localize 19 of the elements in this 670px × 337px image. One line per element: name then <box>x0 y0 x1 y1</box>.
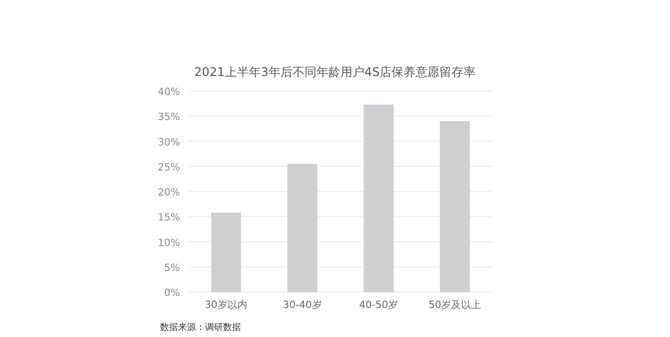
y-tick-label: 25% <box>158 162 180 174</box>
x-tick-label: 30-40岁 <box>282 299 322 311</box>
y-tick-label: 30% <box>158 137 180 148</box>
chart-title: 2021上半年3年后不同年龄用户4S店保养意愿留存率 <box>194 65 476 79</box>
source-note: 数据来源：调研数据 <box>160 322 241 333</box>
bar <box>440 121 470 292</box>
y-tick-label: 35% <box>158 112 180 124</box>
y-tick-label: 40% <box>158 87 180 98</box>
bar <box>364 104 394 292</box>
bar <box>211 212 242 292</box>
y-tick-label: 0% <box>164 288 180 299</box>
x-tick-label: 50岁及以上 <box>428 299 482 311</box>
x-tick-label: 30岁以内 <box>204 299 248 311</box>
y-tick-label: 10% <box>158 238 180 249</box>
y-tick-label: 20% <box>158 188 180 198</box>
y-tick-label: 5% <box>164 262 180 274</box>
bar <box>287 164 318 292</box>
x-tick-label: 40-50岁 <box>359 299 398 311</box>
y-tick-label: 15% <box>158 212 180 224</box>
